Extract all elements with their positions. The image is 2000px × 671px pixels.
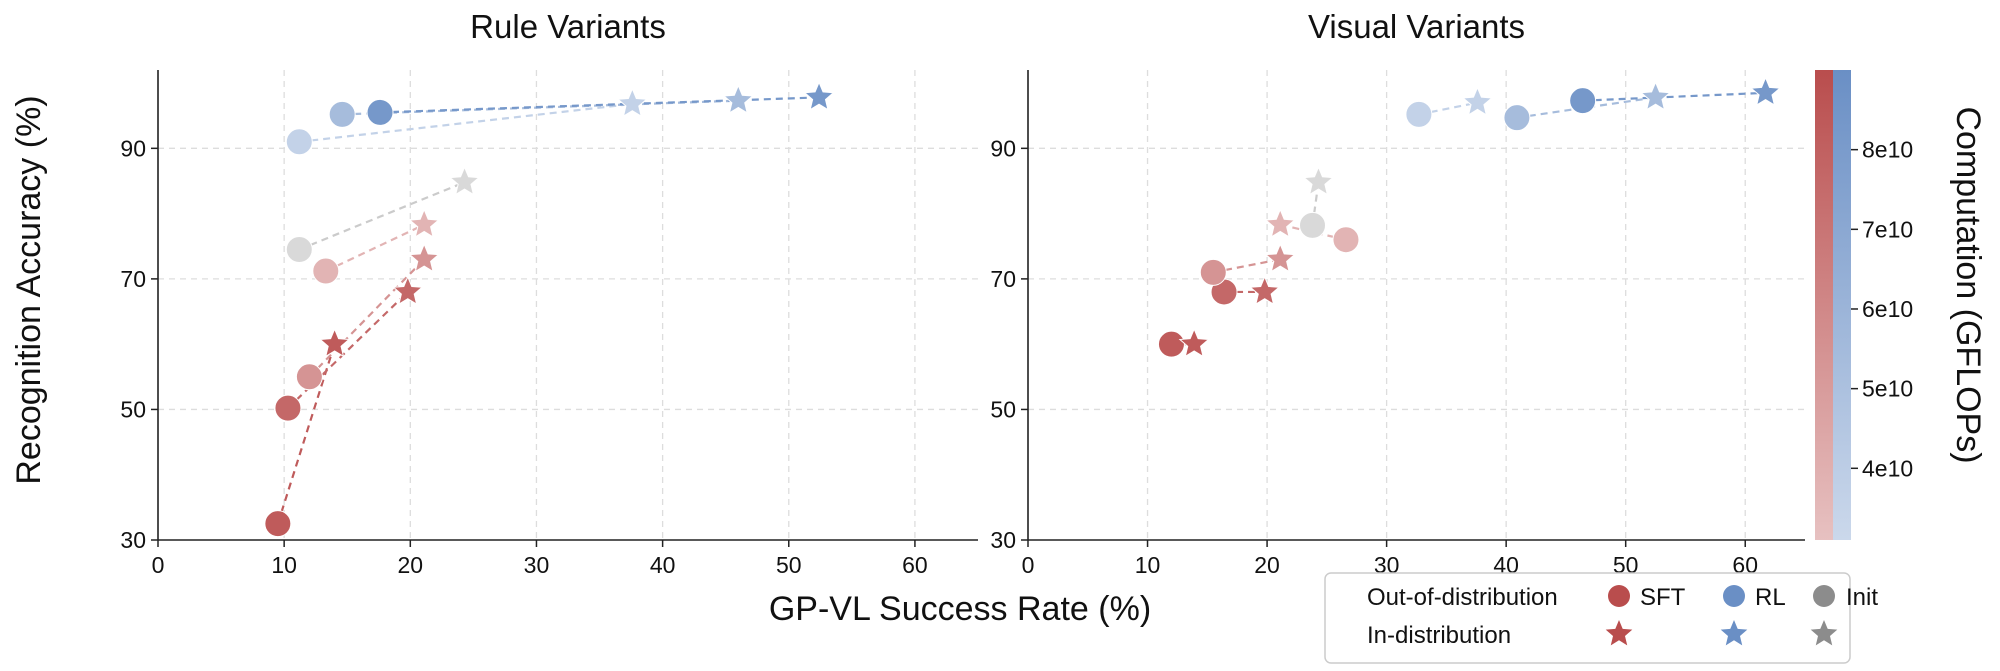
x-tick-label: 0 (152, 552, 165, 578)
point-id-rl (616, 87, 648, 118)
panel-title: Visual Variants (1308, 8, 1525, 45)
colorbar-tick-label: 6e10 (1862, 296, 1913, 322)
point-ood-rl (1405, 100, 1433, 128)
colorbar-rl-strip (1833, 70, 1851, 540)
y-tick-label: 30 (990, 527, 1016, 553)
point-ood-rl (328, 100, 356, 128)
point-ood-rl (285, 128, 313, 156)
legend-star-init (1810, 620, 1838, 646)
legend-sft-marker (1608, 585, 1630, 607)
point-id-rl (803, 81, 835, 111)
point-ood-init (1299, 211, 1327, 239)
point-id-sft (408, 243, 440, 273)
legend-star-sft (1605, 620, 1633, 646)
legend-rl-label: RL (1755, 584, 1786, 611)
panels: 0 10 20 30 40 50 60 30 50 70 90 Rule Variants 0 10 20 3… (120, 8, 1805, 578)
x-tick-label: 10 (1135, 552, 1161, 578)
legend-rl-marker (1723, 585, 1745, 607)
connector-line (276, 343, 336, 525)
point-ood-sft (1157, 330, 1185, 358)
point-ood-sft (274, 394, 302, 422)
colorbar-tick-label: 4e10 (1862, 455, 1913, 481)
x-tick-label: 30 (524, 552, 550, 578)
y-tick-label: 70 (120, 266, 146, 292)
point-ood-sft (312, 257, 340, 285)
connector-line (308, 258, 425, 378)
colorbar: 8e10 7e10 6e10 5e10 4e10 (1815, 70, 1913, 540)
legend-ood-label: Out-of-distribution (1367, 584, 1558, 611)
point-id-sft (408, 208, 440, 238)
y-tick-label: 90 (990, 135, 1016, 161)
panel-title: Rule Variants (470, 8, 666, 45)
legend-sft-label: SFT (1640, 584, 1686, 611)
colorbar-tick-label: 7e10 (1862, 216, 1913, 242)
colorbar-tick-label: 8e10 (1862, 137, 1913, 163)
point-id-init (449, 165, 481, 196)
colorbar-tick-label: 5e10 (1862, 376, 1913, 402)
point-ood-rl (1503, 104, 1531, 132)
y-tick-label: 50 (120, 396, 146, 422)
y-tick-label: 30 (120, 527, 146, 553)
point-id-rl (1750, 76, 1782, 107)
connector-line (325, 223, 425, 273)
x-tick-label: 50 (776, 552, 802, 578)
connector-line (298, 181, 465, 251)
y-tick-label: 90 (120, 135, 146, 161)
point-id-sft (1264, 243, 1296, 273)
x-tick-label: 0 (1022, 552, 1035, 578)
x-tick-label: 40 (650, 552, 676, 578)
point-id-rl (722, 84, 754, 114)
y-axis-label: Recognition Accuracy (%) (10, 95, 48, 484)
x-tick-label: 60 (902, 552, 928, 578)
point-ood-sft (1199, 258, 1227, 286)
y-tick-label: 70 (990, 266, 1016, 292)
point-id-init (1302, 165, 1334, 196)
legend-id-label: In-distribution (1367, 622, 1511, 649)
connector-line (1418, 101, 1478, 116)
y-tick-label: 50 (990, 396, 1016, 422)
colorbar-label: Computation (GFLOPs) (1949, 106, 1987, 463)
legend-frame (1324, 572, 1851, 664)
connector-line (299, 102, 633, 143)
point-id-sft (1178, 327, 1210, 358)
point-id-sft (319, 327, 351, 358)
legend-star-rl (1720, 620, 1748, 646)
connector-line (287, 291, 409, 409)
point-ood-rl (366, 98, 394, 126)
x-axis-label: GP-VL Success Rate (%) (769, 590, 1151, 628)
point-ood-sft (1332, 226, 1360, 254)
x-tick-label: 10 (271, 552, 297, 578)
point-id-sft (1249, 275, 1281, 306)
point-ood-rl (1569, 87, 1597, 115)
point-ood-sft (264, 510, 292, 538)
panel-rule-variants: 0 10 20 30 40 50 60 30 50 70 90 Rule Variants (120, 8, 978, 578)
x-tick-label: 20 (1254, 552, 1280, 578)
point-id-sft (1264, 208, 1296, 238)
legend: Out-of-distribution In-distribution SFT … (1324, 572, 1878, 664)
colorbar-sft-strip (1815, 70, 1833, 540)
legend-init-marker (1813, 585, 1835, 607)
point-ood-init (285, 236, 313, 264)
point-id-rl (1640, 81, 1672, 111)
x-tick-label: 20 (398, 552, 424, 578)
point-id-rl (1461, 86, 1493, 116)
connector-line (379, 96, 820, 114)
connector-line (1582, 91, 1766, 102)
point-id-sft (392, 275, 424, 306)
point-ood-sft (295, 363, 323, 391)
legend-init-label: Init (1846, 584, 1878, 611)
